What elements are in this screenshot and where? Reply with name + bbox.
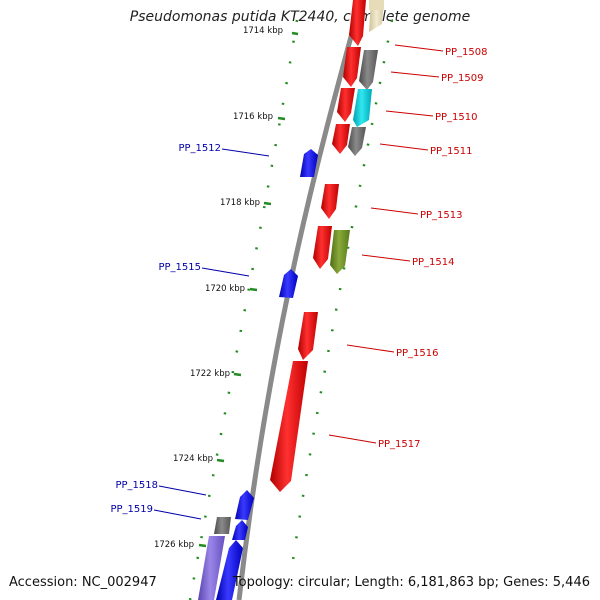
gene-olive[interactable]: [330, 230, 350, 274]
gene-label-PP_1518[interactable]: PP_1518: [115, 480, 158, 491]
map-title: Pseudomonas putida KT2440, complete geno…: [129, 9, 471, 25]
gene-PP_1509[interactable]: [359, 50, 378, 90]
scale-tick-1714: [291, 31, 299, 36]
gene-label-PP_1515[interactable]: PP_1515: [158, 262, 201, 273]
scale-tick-1722: [233, 372, 242, 377]
label-leader-PP_1510: [385, 110, 434, 117]
gene-blue-long[interactable]: [216, 540, 243, 600]
scale-label-1718: 1718 kbp: [220, 198, 260, 208]
gene-label-PP_1511[interactable]: PP_1511: [430, 146, 473, 157]
gene-cyan[interactable]: [353, 89, 372, 127]
gene-label-PP_1510[interactable]: PP_1510: [435, 112, 478, 123]
gene-label-PP_1509[interactable]: PP_1509: [441, 73, 484, 84]
accession-label: Accession: NC_002947: [9, 575, 157, 590]
scale-label-1722: 1722 kbp: [190, 369, 230, 379]
gene-label-PP_1508[interactable]: PP_1508: [445, 47, 488, 58]
label-leader-PP_1512: [221, 148, 270, 157]
label-leader-PP_1517: [328, 434, 377, 444]
scale-tick-1726: [198, 543, 207, 548]
forward-outer-genes: [330, 0, 384, 274]
gene-purple[interactable]: [198, 536, 225, 600]
gene-PP_1517[interactable]: [270, 361, 308, 492]
gene-label-PP_1519[interactable]: PP_1519: [110, 504, 153, 515]
gene-PP_1518[interactable]: [235, 490, 254, 520]
scale-label-1726: 1726 kbp: [154, 540, 194, 550]
label-leader-PP_1513: [370, 207, 419, 215]
reverse-gene-labels: PP_1512 PP_1515 PP_1518 PP_1519: [110, 143, 270, 520]
label-leader-PP_1514: [361, 254, 411, 262]
gene-label-PP_1516[interactable]: PP_1516: [396, 348, 439, 359]
gene-label-PP_1513[interactable]: PP_1513: [420, 210, 463, 221]
scale-tick-1720: [249, 287, 258, 292]
gene-PP_1516[interactable]: [298, 312, 318, 360]
gene-label-PP_1512[interactable]: PP_1512: [178, 143, 221, 154]
gene-label-PP_1517[interactable]: PP_1517: [378, 439, 421, 450]
label-leader-PP_1508: [394, 44, 444, 52]
reverse-genes: [198, 149, 318, 600]
topology-label: Topology: circular; Length: 6,181,863 bp…: [232, 575, 590, 590]
gene-PP_1514[interactable]: [313, 226, 332, 269]
gene-PP_1515[interactable]: [279, 269, 298, 298]
scale-label-1720: 1720 kbp: [205, 284, 245, 294]
label-leader-PP_1509: [390, 71, 440, 78]
scale-tick-1716: [277, 116, 286, 121]
gene-label-PP_1514[interactable]: PP_1514: [412, 257, 455, 268]
gene-PP_1512[interactable]: [300, 149, 318, 177]
scale-tick-1724: [216, 458, 225, 463]
gene-PP_1508[interactable]: [343, 47, 361, 87]
gene-PP_1511[interactable]: [332, 124, 350, 154]
scale-tick-1718: [263, 201, 272, 206]
gene-red-top[interactable]: [349, 0, 366, 46]
gene-PP_1510[interactable]: [337, 88, 355, 122]
gene-PP_1513[interactable]: [321, 184, 339, 219]
forward-gene-labels: PP_1508 PP_1509 PP_1510 PP_1511 PP_1513 …: [328, 44, 488, 450]
label-leader-PP_1519: [153, 509, 202, 520]
gene-tan-cap: [369, 0, 384, 10]
scale-label-1724: 1724 kbp: [173, 454, 213, 464]
scale-label-1716: 1716 kbp: [233, 112, 273, 122]
label-leader-PP_1511: [379, 143, 429, 151]
genome-backbone: [236, 0, 364, 600]
scale-label-1714: 1714 kbp: [243, 26, 283, 36]
gene-gray-lower[interactable]: [348, 127, 366, 156]
scale-labels: 1714 kbp 1716 kbp 1718 kbp 1720 kbp 1722…: [154, 26, 283, 550]
scale-ticks: [198, 31, 299, 548]
gene-PP_1519[interactable]: [214, 517, 231, 534]
label-leader-PP_1516: [346, 344, 395, 353]
label-leader-PP_1518: [158, 485, 207, 496]
gene-blue-small[interactable]: [232, 520, 248, 540]
forward-genes: [270, 0, 366, 492]
label-leader-PP_1515: [201, 267, 250, 277]
